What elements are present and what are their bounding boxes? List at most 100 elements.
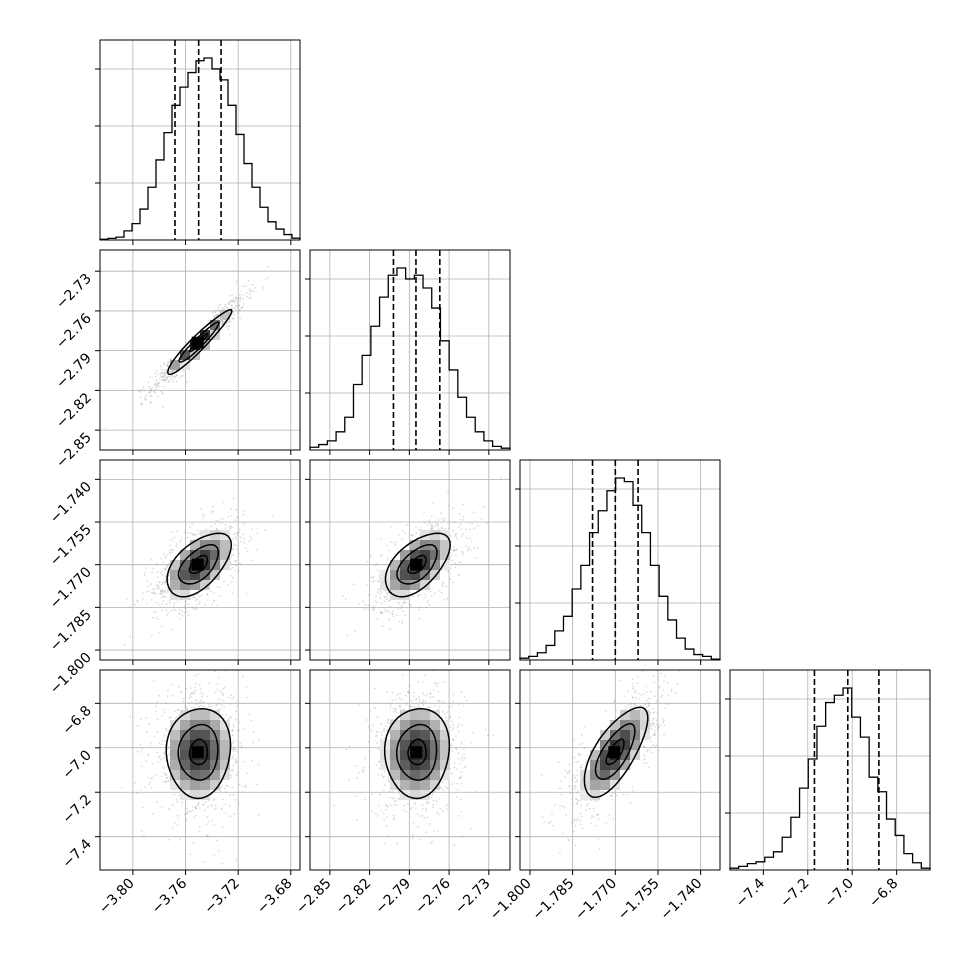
scatter-point [437, 690, 439, 693]
scatter-point [616, 794, 618, 797]
scatter-point [446, 786, 449, 789]
scatter-point [243, 537, 246, 540]
scatter-point [173, 536, 176, 539]
scatter-point [232, 317, 235, 320]
scatter-point [192, 692, 195, 695]
scatter-point [581, 734, 583, 737]
scatter-point [230, 304, 233, 306]
density-cell [390, 720, 400, 730]
scatter-point [174, 822, 176, 824]
density-cell [600, 760, 610, 770]
scatter-point [194, 699, 197, 701]
scatter-point [234, 748, 236, 751]
scatter-point [237, 719, 240, 722]
scatter-point [432, 799, 435, 802]
scatter-point [380, 602, 383, 605]
panel-frame [519, 459, 721, 661]
scatter-point [230, 300, 233, 302]
scatter-point [261, 286, 264, 288]
scatter-point [394, 709, 397, 711]
density-cell [180, 740, 190, 750]
scatter-point [172, 804, 174, 807]
scatter-point [657, 676, 660, 678]
scatter-point [207, 599, 209, 601]
scatter-point [569, 769, 571, 772]
scatter-point [228, 805, 231, 807]
scatter-point [235, 858, 238, 861]
scatter-point [380, 610, 382, 613]
scatter-point [160, 596, 163, 599]
scatter-point [401, 538, 404, 541]
scatter-point [645, 706, 648, 709]
scatter-point [227, 515, 230, 518]
panel-frame [729, 669, 931, 871]
scatter-point [155, 601, 158, 604]
scatter-point [233, 813, 236, 816]
scatter-point [156, 751, 159, 754]
scatter-point [148, 783, 151, 785]
scatter-point [141, 402, 144, 405]
density-cell [620, 740, 630, 750]
scatter-point [160, 590, 163, 593]
density-cell [410, 780, 420, 790]
density-cell [190, 760, 200, 770]
scatter-point [453, 766, 456, 769]
scatter-point [580, 815, 583, 818]
scatter-point [444, 528, 446, 530]
scatter-point [229, 715, 231, 718]
density-cell [600, 750, 610, 760]
scatter-point [441, 517, 443, 520]
scatter-point [441, 580, 444, 583]
scatter-point [393, 817, 396, 820]
scatter-point [182, 700, 185, 703]
scatter-point [457, 752, 460, 755]
density-cell [430, 730, 440, 740]
scatter-point [169, 375, 172, 378]
scatter-point [456, 725, 459, 728]
scatter-point [223, 787, 226, 790]
scatter-point [632, 687, 635, 690]
scatter-point [595, 825, 598, 827]
scatter-point [579, 819, 582, 822]
scatter-point [181, 691, 183, 694]
scatter-point [192, 607, 195, 610]
scatter-point [448, 706, 450, 709]
scatter-point [264, 279, 267, 281]
scatter-point [158, 581, 160, 584]
scatter-point [381, 734, 383, 736]
scatter-point [450, 705, 453, 707]
y-tick-label: −1.785 [47, 607, 95, 655]
density-cell [200, 730, 210, 740]
scatter-point [199, 684, 201, 686]
scatter-point [648, 749, 651, 751]
scatter-point [397, 608, 400, 610]
scatter-point [426, 693, 428, 696]
scatter-point [362, 770, 365, 773]
scatter-point [670, 690, 673, 692]
scatter-point [149, 395, 152, 398]
scatter-point [577, 799, 579, 802]
density-cell [630, 720, 640, 730]
scatter-point [435, 522, 438, 525]
scatter-point [256, 783, 258, 786]
scatter-point [380, 612, 383, 614]
density-cell [390, 580, 400, 590]
y-tick-label: −7.0 [59, 747, 94, 782]
scatter-point [236, 761, 238, 764]
scatter-point [469, 528, 471, 531]
scatter-point [554, 804, 557, 806]
scatter-point [439, 807, 442, 810]
scatter-point [232, 747, 235, 750]
scatter-point [648, 702, 650, 705]
contour-line [167, 308, 233, 376]
scatter-point [447, 504, 450, 507]
scatter-point [149, 391, 152, 394]
scatter-point [455, 735, 457, 737]
scatter-point [228, 319, 231, 322]
scatter-point [238, 552, 241, 555]
scatter-point [175, 374, 178, 376]
scatter-point [231, 307, 234, 310]
scatter-point [431, 527, 434, 530]
scatter-point [161, 371, 164, 374]
scatter-point [431, 794, 434, 796]
